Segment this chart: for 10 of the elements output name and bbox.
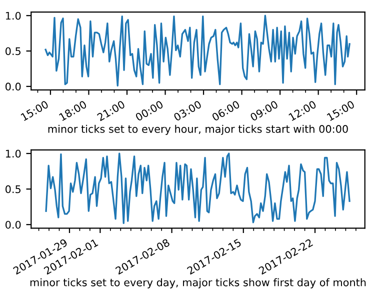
x-axis-title: minor ticks set to every day, major ticks show first day of month xyxy=(30,278,366,288)
line-series xyxy=(45,152,350,224)
x-axis-title: minor ticks set to every hour, major ticks start with 00:00 xyxy=(48,124,348,135)
line-series xyxy=(44,14,350,87)
y-tick-label: 0.5 xyxy=(6,47,20,56)
y-tick-label: 0.5 xyxy=(6,185,20,194)
y-tick-label: 1.0 xyxy=(6,12,21,20)
y-tick-label: 0.0 xyxy=(6,82,21,91)
y-tick-label: 1.0 xyxy=(6,150,21,158)
y-tick-label: 0.0 xyxy=(6,220,21,229)
